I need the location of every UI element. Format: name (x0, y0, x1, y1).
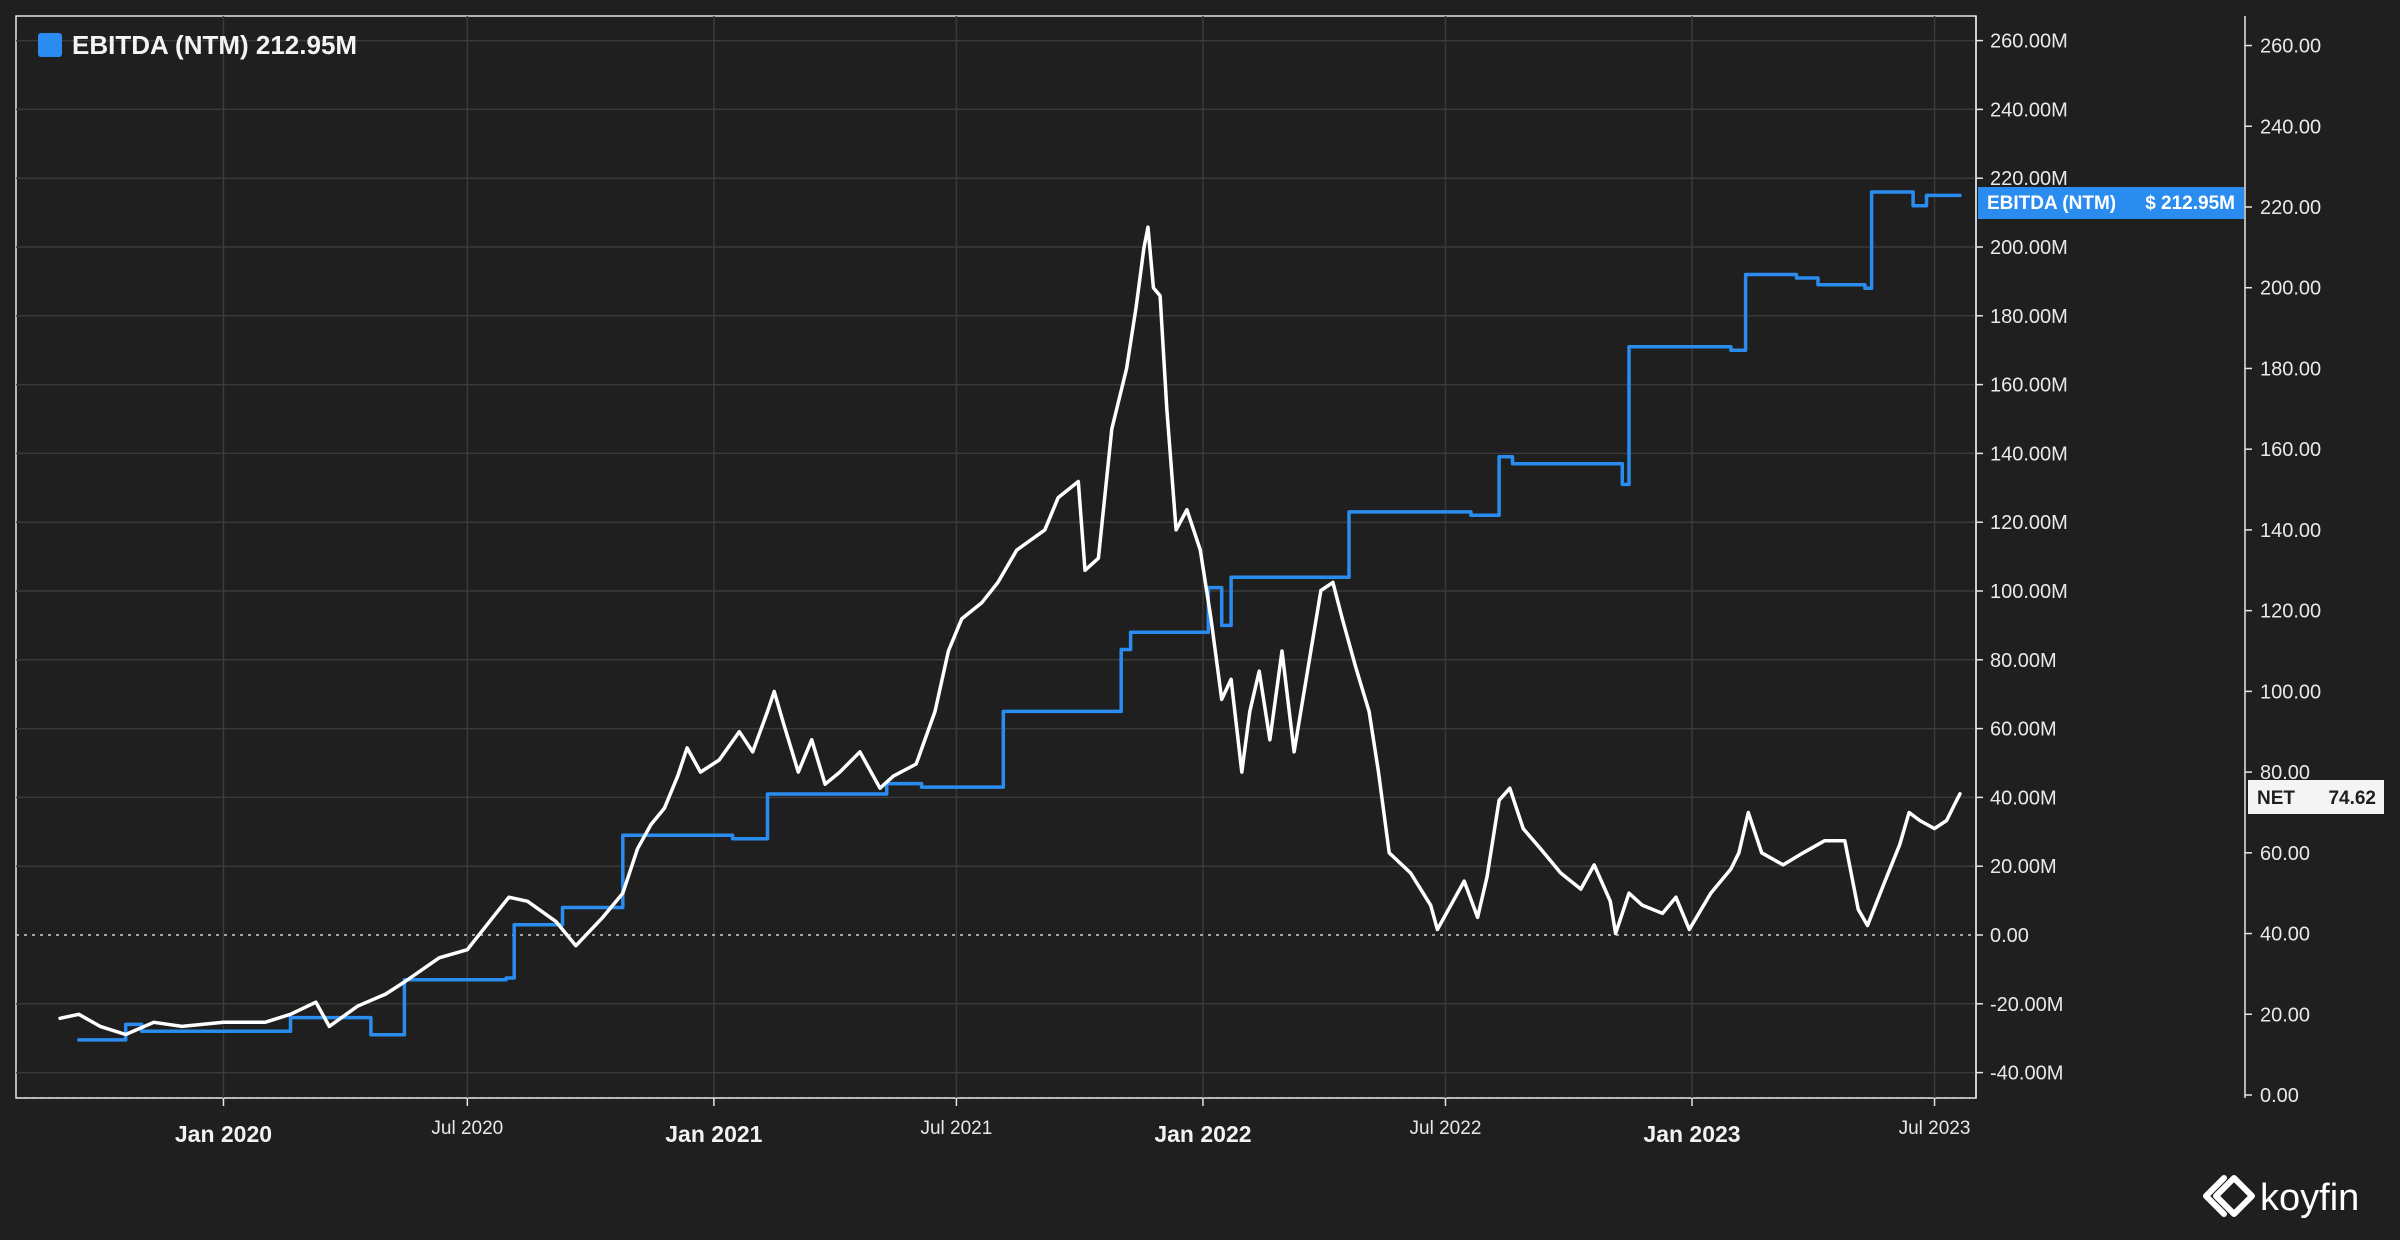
left-axis-tick-label: 160.00M (1990, 375, 2068, 397)
x-axis-tick-label: Jul 2023 (1899, 1118, 1971, 1139)
grid (16, 16, 1976, 1098)
right-axis-tick-label: 100.00 (2260, 681, 2321, 703)
series-layer (58, 190, 1962, 1042)
right-axis-tick-label: 260.00 (2260, 36, 2321, 58)
left-axis: -40.00M -20.00M 0.00 20.00M 40.00M 60.00M 80.0… (1976, 31, 2068, 1085)
legend-label: EBITDA (NTM) 212.95M (72, 30, 357, 60)
right-axis-tick-label: 0.00 (2260, 1085, 2299, 1107)
ebitda-badge-name: EBITDA (NTM) (1987, 193, 2116, 214)
left-axis-tick-label: -40.00M (1990, 1063, 2063, 1085)
x-axis-tick-label: Jul 2021 (920, 1118, 992, 1139)
right-axis-tick-label: 40.00 (2260, 924, 2310, 946)
left-axis-tick-label: 220.00M (1990, 168, 2068, 190)
right-axis-tick-label: 80.00 (2260, 762, 2310, 784)
right-axis-tick-label: 180.00 (2260, 358, 2321, 380)
left-axis-tick-label: 120.00M (1990, 512, 2068, 534)
brand-logo: koyfin (2203, 1175, 2359, 1219)
legend-swatch (38, 33, 62, 57)
x-axis: Jan 2020 Jul 2020 Jan 2021 Jul 2021 Jan 2022… (175, 1098, 1971, 1147)
ebitda-badge-value: $ 212.95M (2145, 193, 2235, 214)
series-line-net[interactable] (58, 225, 1962, 1037)
net-badge-bg (2248, 780, 2384, 814)
right-axis-tick-label: 140.00 (2260, 520, 2321, 542)
plot-frame (15, 15, 1977, 1099)
ebitda-badge: EBITDA (NTM) $ 212.95M (1978, 187, 2244, 219)
left-axis-tick-label: 40.00M (1990, 787, 2057, 809)
ebitda-badge-bg (1978, 187, 2244, 219)
brand-name: koyfin (2260, 1177, 2359, 1219)
left-axis-tick-label: 180.00M (1990, 306, 2068, 328)
right-axis-tick-label: 120.00 (2260, 601, 2321, 623)
legend[interactable]: EBITDA (NTM) 212.95M (38, 30, 357, 60)
left-axis-tick-label: 260.00M (1990, 31, 2068, 53)
left-axis-tick-label: 20.00M (1990, 856, 2057, 878)
right-axis-tick-label: 200.00 (2260, 278, 2321, 300)
series-line-ebitda-ntm[interactable] (77, 190, 1962, 1042)
right-axis-tick-label: 240.00 (2260, 116, 2321, 138)
left-axis-tick-label: 240.00M (1990, 99, 2068, 121)
left-axis-tick-label: 60.00M (1990, 719, 2057, 741)
x-axis-tick-label: Jul 2020 (431, 1118, 503, 1139)
x-axis-tick-label: Jan 2020 (175, 1121, 272, 1147)
right-axis-tick-label: 220.00 (2260, 197, 2321, 219)
right-axis: 0.00 20.00 40.00 60.00 80.00 100.00 120.00 140.… (2245, 36, 2321, 1107)
net-badge-name: NET (2257, 788, 2295, 809)
right-axis-tick-label: 160.00 (2260, 439, 2321, 461)
net-badge: NET 74.62 (2248, 780, 2384, 814)
left-axis-tick-label: 140.00M (1990, 443, 2068, 465)
x-axis-tick-label: Jan 2022 (1154, 1121, 1251, 1147)
right-axis-tick-label: 20.00 (2260, 1004, 2310, 1026)
left-axis-tick-label: -20.00M (1990, 994, 2063, 1016)
left-axis-tick-label: 0.00 (1990, 925, 2029, 947)
left-axis-tick-label: 200.00M (1990, 237, 2068, 259)
left-axis-tick-label: 80.00M (1990, 650, 2057, 672)
net-badge-value: 74.62 (2328, 788, 2376, 809)
koyfin-logo-icon (2203, 1175, 2255, 1217)
x-axis-tick-label: Jan 2023 (1643, 1121, 1740, 1147)
left-axis-tick-label: 100.00M (1990, 581, 2068, 603)
x-axis-tick-label: Jan 2021 (665, 1121, 762, 1147)
x-axis-tick-label: Jul 2022 (1410, 1118, 1482, 1139)
right-axis-tick-label: 60.00 (2260, 843, 2310, 865)
